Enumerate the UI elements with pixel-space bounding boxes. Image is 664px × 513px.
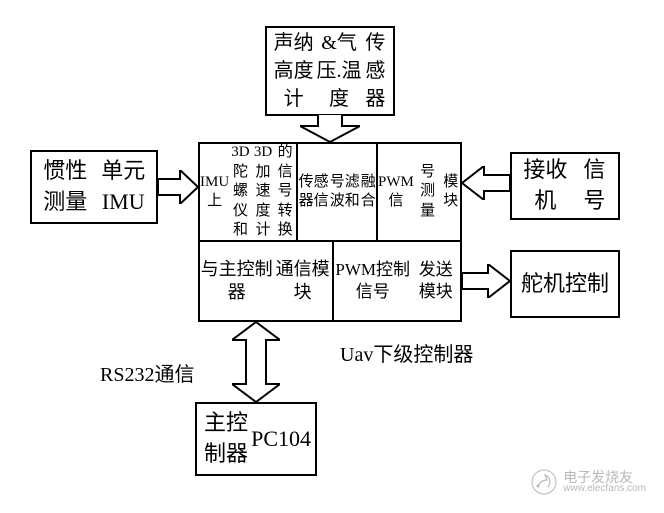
block-inner-pwm-meas: PWM信号测量模块	[376, 142, 462, 242]
arrow-top-down-icon	[300, 114, 360, 142]
block-receiver-right: 接收机信号	[510, 152, 620, 220]
block-imu-left: 惯性测量单元IMU	[30, 150, 158, 224]
arrow-receiver-left-icon	[462, 166, 510, 200]
label-uav: Uav下级控制器	[340, 338, 473, 367]
block-inner-pwm-send: PWM控制信号发送模块	[332, 240, 462, 322]
arrow-imu-right-icon	[158, 170, 198, 204]
arrow-pc104-bi-icon	[232, 322, 280, 402]
block-pc104-bottom: 主控制器PC104	[195, 402, 317, 476]
block-inner-comm: 与主控制器通信模块	[198, 240, 334, 322]
block-top-sensor: 声纳高度计&气压.温度传感器	[265, 26, 395, 116]
watermark-en: www.elecfans.com	[563, 484, 646, 494]
arrow-servo-right-icon	[462, 264, 510, 298]
watermark-cn: 电子发烧友	[563, 470, 646, 484]
block-inner-imu-conv: IMU上3D陀螺仪和3D加速度计的信号转换	[198, 142, 298, 242]
elecfans-logo-icon	[531, 469, 557, 495]
watermark: 电子发烧友 www.elecfans.com	[531, 469, 646, 495]
label-rs232: RS232通信	[100, 358, 194, 387]
block-servo-right: 舵机控制	[510, 250, 620, 318]
block-inner-filter: 传感器信号滤波和融合	[296, 142, 378, 242]
